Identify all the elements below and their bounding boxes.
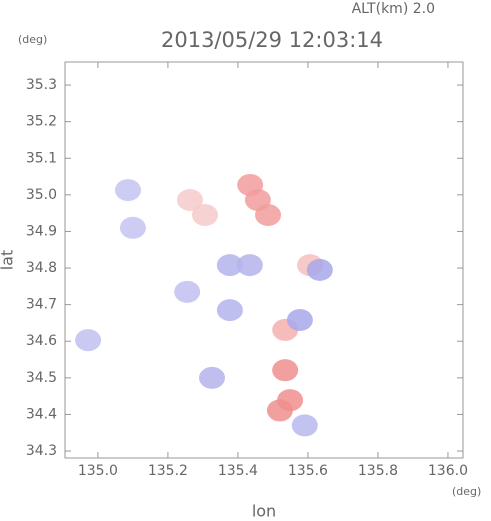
- y-tick-label: 34.8: [26, 260, 57, 276]
- plot-frame: [64, 61, 464, 459]
- echo-region: [176, 188, 203, 211]
- x-axis-label: lon: [252, 502, 276, 521]
- echo-region: [119, 216, 146, 239]
- altitude-label: ALT(km) 2.0: [352, 1, 435, 17]
- echo-region: [199, 366, 226, 389]
- echo-region: [216, 299, 243, 322]
- x-tick-label: 135.2: [148, 463, 188, 479]
- y-tick-label: 35.1: [26, 150, 57, 166]
- echo-region: [266, 399, 293, 422]
- echo-region: [75, 329, 102, 352]
- x-tick-label: 136.0: [428, 463, 468, 479]
- y-tick-label: 34.9: [26, 223, 57, 239]
- echo-region: [291, 414, 318, 437]
- y-unit: (deg): [18, 33, 47, 46]
- echo-region: [192, 203, 219, 226]
- echo-region: [216, 254, 243, 277]
- echo-region: [236, 254, 263, 277]
- y-axis-label: lat: [0, 250, 17, 271]
- y-tick-label: 35.3: [26, 77, 57, 93]
- echo-region: [237, 173, 264, 196]
- echo-region: [255, 203, 282, 226]
- echo-region: [174, 280, 201, 303]
- echo-region: [286, 309, 313, 332]
- echo-region: [306, 258, 333, 281]
- y-tick-label: 34.7: [26, 297, 57, 313]
- x-tick-label: 135.6: [288, 463, 328, 479]
- chart-title: 2013/05/29 12:03:14: [161, 28, 383, 52]
- x-unit: (deg): [452, 485, 481, 498]
- echo-region: [272, 359, 299, 382]
- y-tick-label: 34.3: [26, 443, 57, 459]
- y-tick-label: 35.0: [26, 187, 57, 203]
- x-tick-label: 135.8: [358, 463, 398, 479]
- y-tick-label: 34.6: [26, 333, 57, 349]
- y-tick-label: 34.5: [26, 370, 57, 386]
- y-tick-label: 35.2: [26, 114, 57, 130]
- x-tick-label: 135.4: [218, 463, 258, 479]
- y-tick-label: 34.4: [26, 406, 57, 422]
- echo-region: [115, 179, 142, 202]
- x-tick-label: 135.0: [78, 463, 118, 479]
